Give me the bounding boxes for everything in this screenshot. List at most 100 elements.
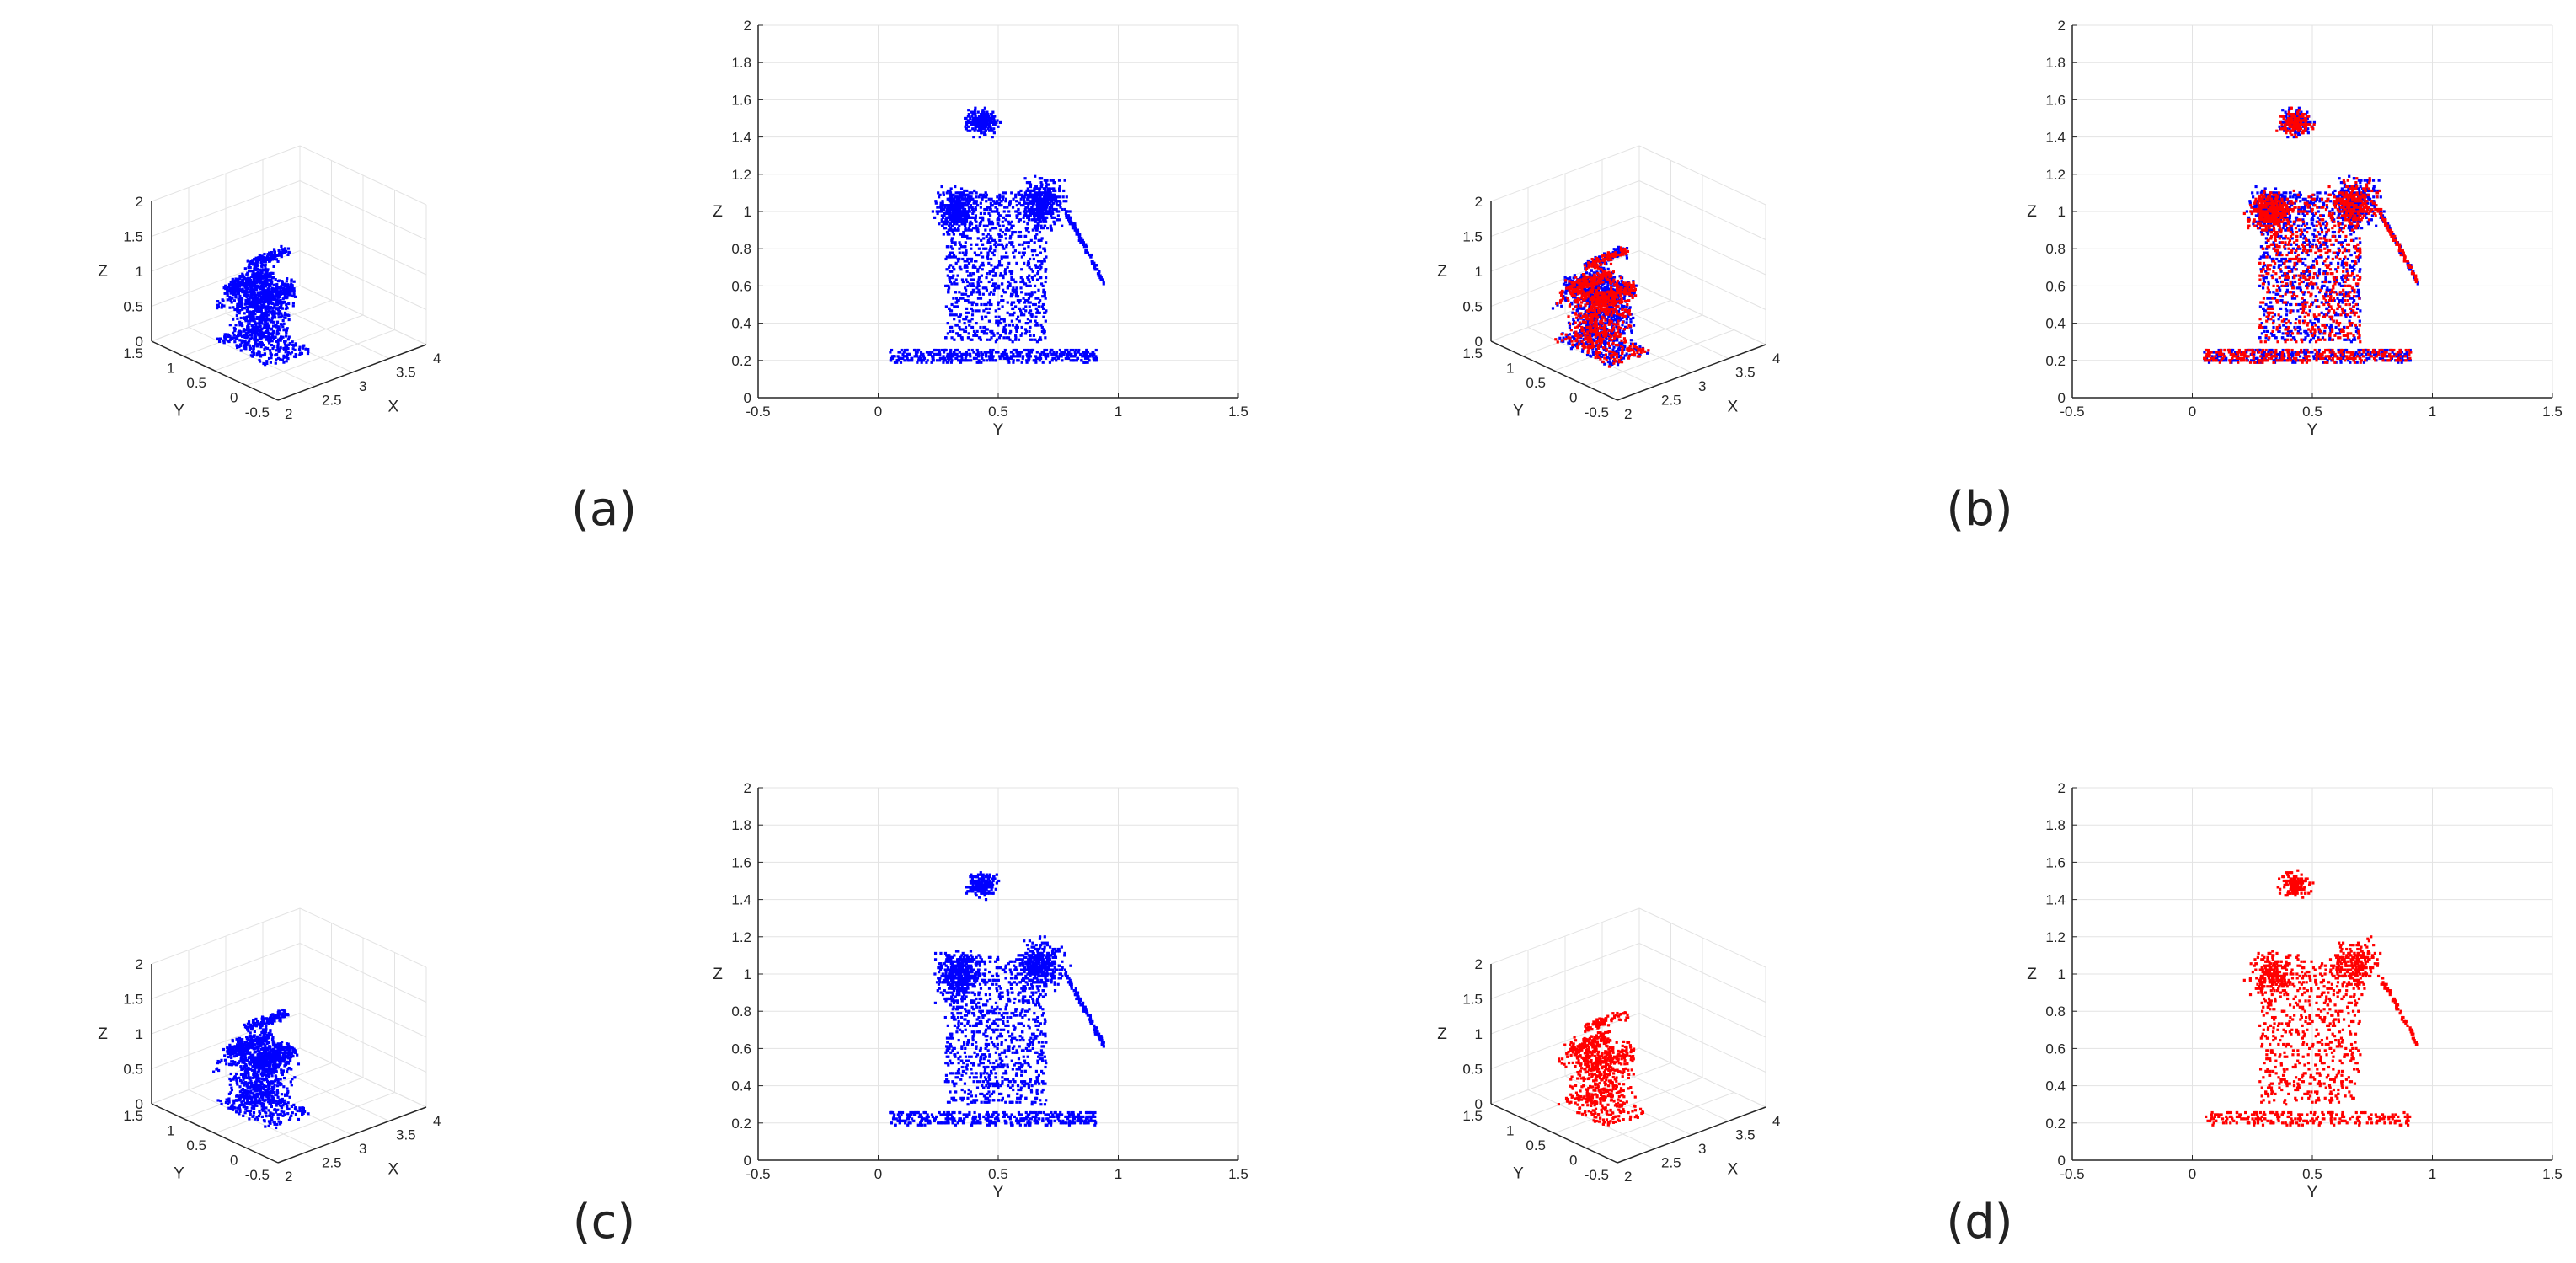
- data-point: [956, 210, 959, 213]
- data-point: [239, 322, 243, 326]
- data-point: [1020, 255, 1023, 259]
- data-point: [1088, 355, 1092, 358]
- data-point: [975, 352, 979, 356]
- data-point: [964, 241, 967, 244]
- data-point: [283, 311, 287, 315]
- data-point: [987, 211, 991, 216]
- side-grid-z: [1638, 285, 1766, 345]
- data-point: [1045, 191, 1048, 195]
- data-point: [999, 272, 1002, 276]
- data-point: [991, 222, 995, 226]
- data-point: [268, 349, 272, 352]
- data-point: [264, 318, 267, 321]
- data-point: [935, 348, 939, 352]
- data-point: [250, 291, 254, 294]
- data-point: [1034, 185, 1038, 189]
- data-point: [895, 361, 899, 364]
- data-point: [942, 222, 945, 226]
- data-point: [976, 204, 980, 207]
- data-point: [238, 331, 242, 335]
- data-point: [1027, 197, 1030, 201]
- data-point: [989, 201, 992, 205]
- data-point: [906, 348, 909, 352]
- data-point: [967, 201, 970, 205]
- data-point: [997, 125, 1000, 128]
- data-point: [970, 291, 974, 294]
- data-point: [1638, 353, 1642, 356]
- data-point: [986, 251, 990, 254]
- data-point: [291, 294, 294, 297]
- side-grid-z: [299, 285, 427, 345]
- data-point: [256, 267, 260, 270]
- data-point: [1006, 311, 1009, 314]
- data-point: [1021, 356, 1024, 360]
- data-point: [1085, 245, 1088, 249]
- data-point: [289, 290, 292, 293]
- data-point: [233, 329, 237, 333]
- data-point: [232, 333, 236, 337]
- data-point: [259, 297, 263, 301]
- data-point: [969, 319, 972, 323]
- data-point: [982, 116, 986, 120]
- side-grid-z: [299, 215, 427, 276]
- data-point: [254, 308, 257, 311]
- data-point: [964, 127, 968, 131]
- y-tick-label: 0.5: [186, 375, 206, 391]
- data-point: [262, 343, 265, 347]
- data-point: [255, 279, 259, 282]
- data-point: [988, 301, 991, 304]
- data-point: [954, 195, 957, 199]
- data-point: [1051, 352, 1056, 356]
- data-point: [986, 311, 990, 314]
- data-point: [955, 352, 959, 356]
- data-point: [965, 311, 969, 314]
- data-point: [945, 361, 949, 364]
- data-point: [275, 324, 278, 327]
- data-point: [1600, 351, 1603, 355]
- data-point: [950, 255, 954, 259]
- data-point: [1026, 193, 1030, 196]
- data-point: [1001, 230, 1005, 234]
- data-point: [275, 293, 279, 297]
- data-point: [975, 291, 979, 294]
- data-point: [1573, 337, 1576, 340]
- data-point: [934, 201, 938, 205]
- data-point: [1033, 216, 1036, 219]
- data-point: [964, 227, 967, 230]
- data-point: [1022, 197, 1026, 201]
- data-point: [977, 253, 981, 257]
- data-point: [232, 336, 236, 340]
- data-point: [267, 260, 271, 263]
- data-point: [1041, 361, 1045, 364]
- data-point: [1034, 264, 1038, 267]
- data-point: [1023, 214, 1026, 217]
- data-point: [257, 297, 260, 302]
- data-point: [275, 286, 279, 289]
- data-point: [265, 322, 269, 325]
- data-point: [1040, 261, 1044, 265]
- data-point: [1051, 356, 1055, 360]
- data-point: [949, 361, 953, 364]
- data-point: [935, 359, 939, 362]
- data-point: [237, 278, 240, 281]
- data-point: [982, 325, 986, 329]
- data-point: [952, 233, 955, 236]
- side-grid-z: [299, 180, 427, 240]
- data-point: [899, 351, 902, 354]
- data-point: [1039, 216, 1042, 219]
- data-point: [1039, 298, 1042, 302]
- data-point: [1003, 348, 1007, 352]
- data-point: [960, 338, 964, 341]
- data-point: [217, 340, 222, 344]
- data-point: [997, 222, 1000, 226]
- data-point: [272, 283, 275, 286]
- data-point: [1028, 201, 1031, 205]
- data-point: [1045, 348, 1049, 352]
- data-point: [259, 287, 262, 291]
- data-point: [255, 342, 259, 345]
- z-tick-label: 0.5: [1462, 299, 1483, 315]
- data-point: [997, 264, 1000, 267]
- data-point: [270, 319, 274, 323]
- data-point: [243, 344, 248, 348]
- data-point: [1000, 295, 1003, 298]
